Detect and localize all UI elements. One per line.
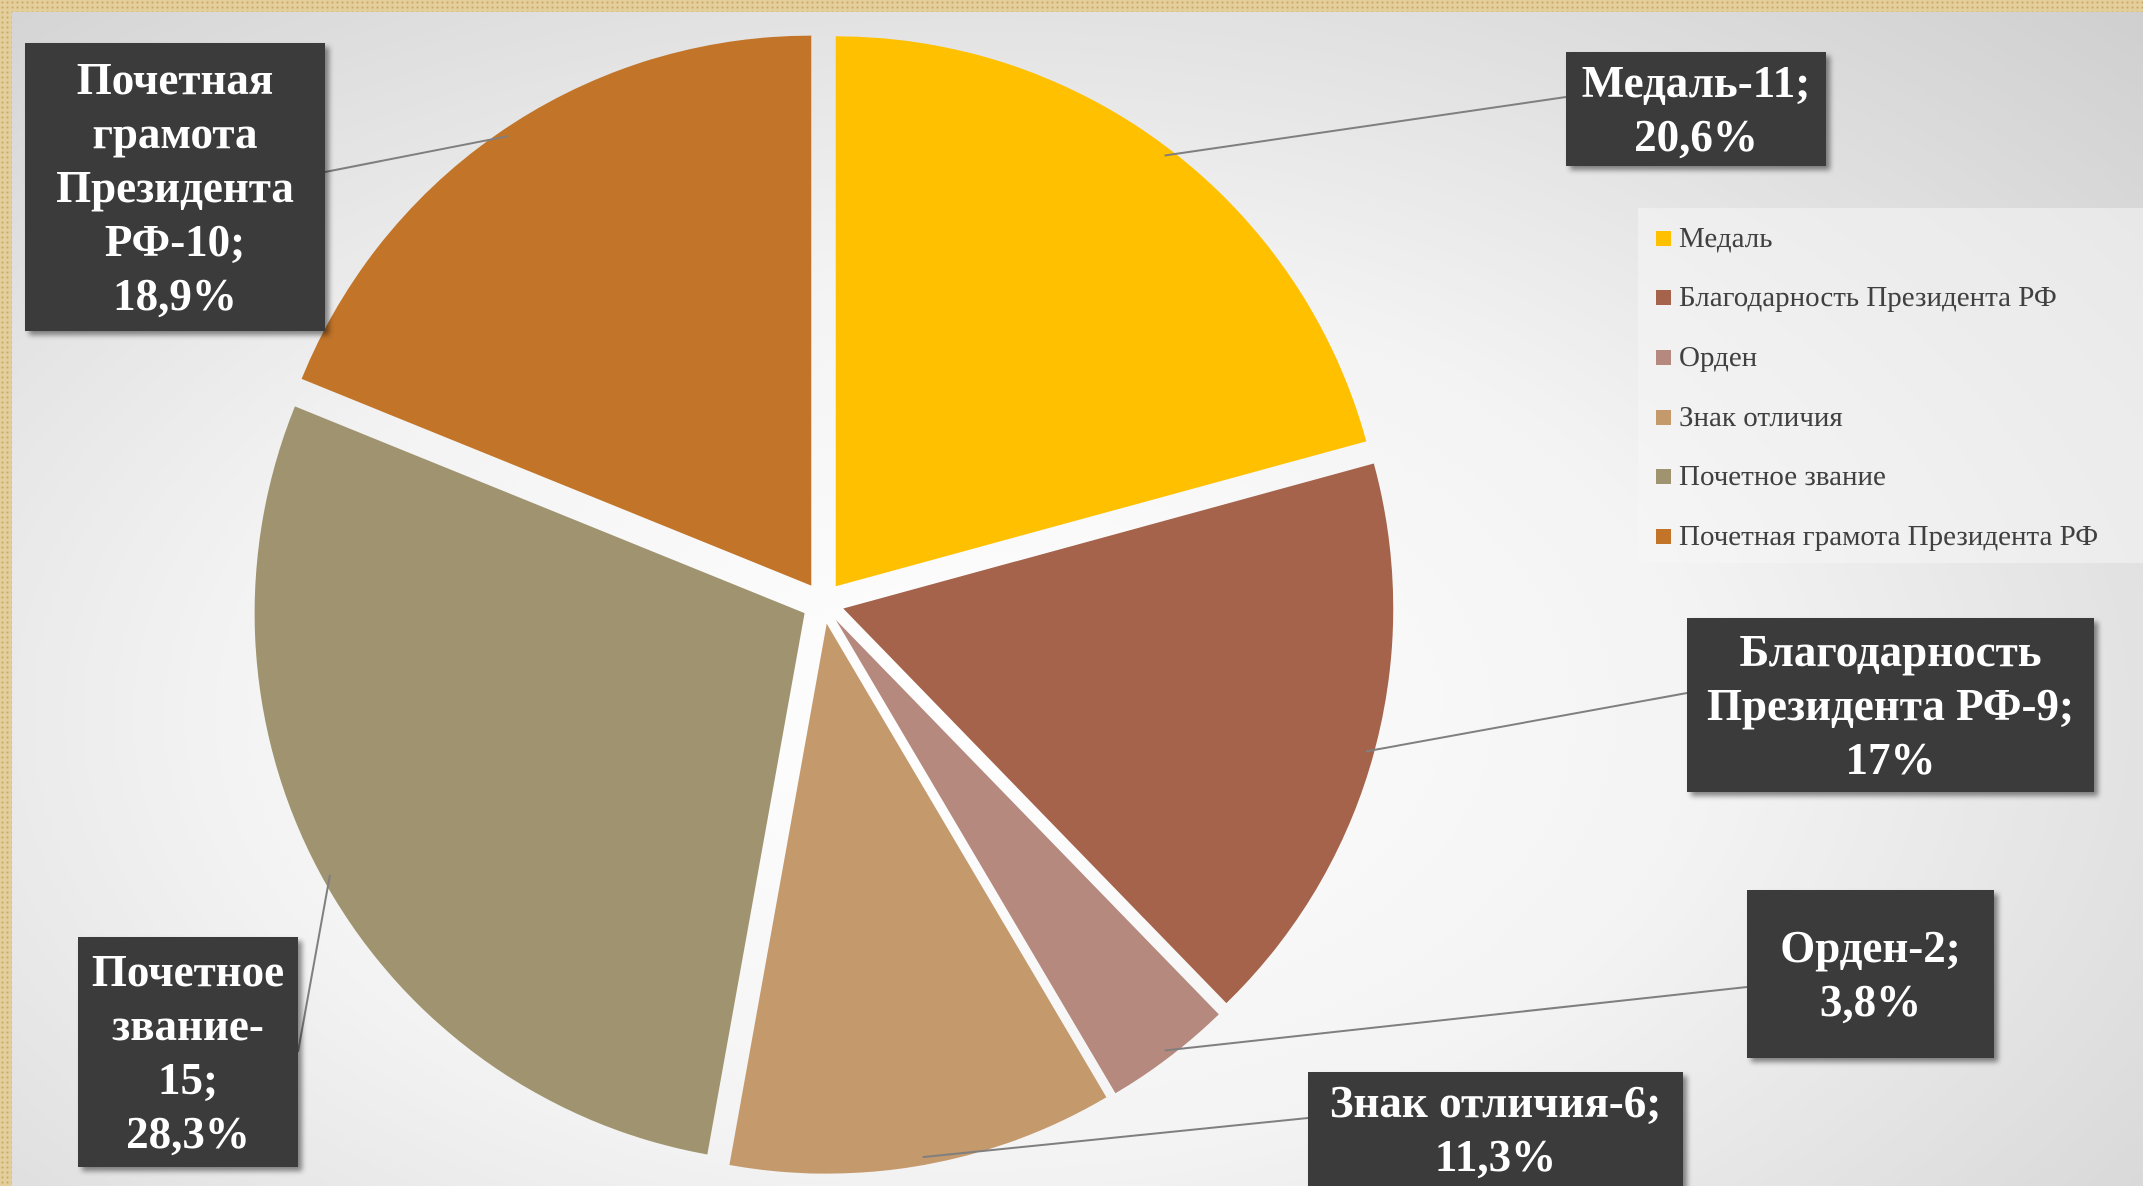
leader-line-medal — [1164, 96, 1567, 157]
legend-label: Орден — [1679, 340, 1758, 373]
leader-line-honorary-title — [297, 874, 331, 1053]
legend-item-medal: Медаль — [1656, 218, 1772, 258]
leader-line-distinction — [922, 1117, 1309, 1159]
data-label-medal: Медаль-11; 20,6% — [1566, 52, 1826, 166]
legend-label: Почетная грамота Президента РФ — [1679, 519, 2099, 552]
legend-item-honorary-certificate: Почетная грамота Президента РФ — [1656, 516, 2098, 556]
leader-line-gratitude — [1365, 692, 1688, 753]
legend-item-distinction: Знак отличия — [1656, 397, 1843, 437]
legend-swatch — [1656, 349, 1671, 365]
data-label-honorary-certificate: Почетная грамота Президента РФ-10; 18,9% — [25, 43, 325, 331]
legend-swatch — [1656, 468, 1671, 484]
legend-label: Почетное звание — [1679, 459, 1886, 492]
pie-slice-honorary-title — [254, 406, 805, 1155]
legend-swatch — [1656, 528, 1671, 544]
pie-slice-distinction — [729, 623, 1107, 1174]
pie-slice-honorary-certificate — [301, 35, 812, 586]
chart-legend: Медаль Благодарность Президента РФ Орден… — [1638, 208, 2143, 563]
legend-swatch — [1656, 230, 1671, 246]
legend-swatch — [1656, 409, 1671, 425]
data-label-distinction: Знак отличия-6; 11,3% — [1308, 1072, 1683, 1186]
pie-slice-order — [835, 619, 1219, 1094]
leader-line-order — [1164, 986, 1748, 1052]
pie-slice-gratitude — [843, 463, 1394, 1004]
data-label-gratitude: Благодарность Президента РФ-9; 17% — [1687, 618, 2094, 792]
legend-item-gratitude: Благодарность Президента РФ — [1656, 277, 2057, 317]
leader-line-honorary-certificate — [324, 135, 509, 173]
data-label-order: Орден-2; 3,8% — [1747, 890, 1994, 1058]
pie-slice-medal — [835, 36, 1367, 587]
legend-swatch — [1656, 289, 1671, 305]
data-label-honorary-title: Почетное звание- 15; 28,3% — [78, 937, 298, 1167]
legend-label: Благодарность Президента РФ — [1679, 280, 2057, 313]
legend-item-honorary-title: Почетное звание — [1656, 456, 1886, 496]
legend-item-order: Орден — [1656, 337, 1757, 377]
legend-label: Медаль — [1679, 221, 1773, 254]
legend-label: Знак отличия — [1679, 400, 1843, 433]
